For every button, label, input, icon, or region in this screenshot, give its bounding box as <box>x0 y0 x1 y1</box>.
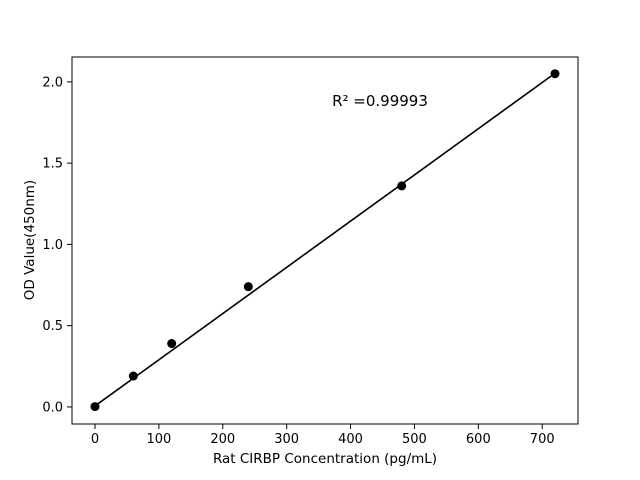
y-tick-label: 1.5 <box>42 157 63 172</box>
data-point <box>90 402 100 412</box>
data-point <box>167 339 177 349</box>
x-axis-label: Rat CIRBP Concentration (pg/mL) <box>212 451 438 467</box>
data-point <box>550 69 560 79</box>
x-tick-label: 100 <box>146 432 171 447</box>
x-tick-label: 0 <box>91 432 99 447</box>
data-point <box>397 181 407 191</box>
data-point <box>243 282 253 292</box>
x-tick-label: 200 <box>210 432 235 447</box>
x-tick-label: 700 <box>530 432 555 447</box>
x-tick-label: 300 <box>274 432 299 447</box>
y-tick-label: 1.0 <box>42 238 63 253</box>
y-axis-label: OD Value(450nm) <box>22 179 38 301</box>
x-tick-label: 500 <box>402 432 427 447</box>
r-squared-annotation: R² =0.99993 <box>332 92 428 110</box>
fit-line <box>94 72 556 407</box>
x-tick-label: 600 <box>466 432 491 447</box>
axes-frame <box>71 56 579 425</box>
x-tick-label: 400 <box>338 432 363 447</box>
y-tick-label: 2.0 <box>42 75 63 90</box>
y-tick-label: 0.0 <box>42 400 63 415</box>
data-point <box>128 371 138 381</box>
y-tick-label: 0.5 <box>42 319 63 334</box>
